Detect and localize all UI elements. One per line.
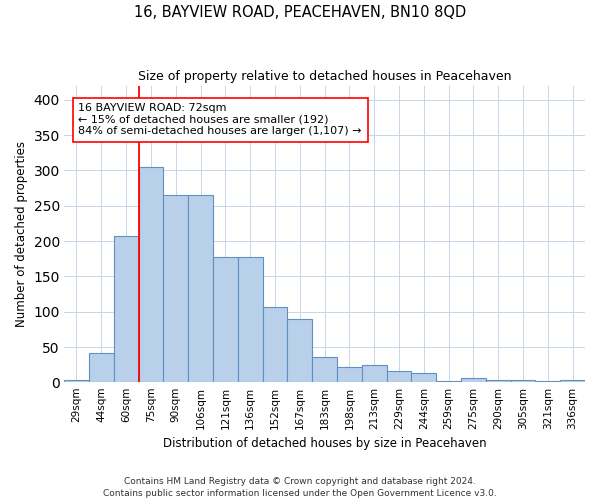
- Bar: [560, 380, 585, 382]
- Text: 16 BAYVIEW ROAD: 72sqm
← 15% of detached houses are smaller (192)
84% of semi-de: 16 BAYVIEW ROAD: 72sqm ← 15% of detached…: [79, 103, 362, 136]
- Bar: [386, 371, 412, 382]
- Bar: [312, 357, 337, 382]
- Bar: [213, 256, 238, 382]
- X-axis label: Distribution of detached houses by size in Peacehaven: Distribution of detached houses by size …: [163, 437, 487, 450]
- Bar: [486, 380, 511, 382]
- Bar: [163, 195, 188, 382]
- Bar: [89, 352, 114, 382]
- Bar: [139, 167, 163, 382]
- Bar: [461, 378, 486, 382]
- Title: Size of property relative to detached houses in Peacehaven: Size of property relative to detached ho…: [138, 70, 511, 83]
- Bar: [287, 319, 312, 382]
- Bar: [337, 367, 362, 382]
- Bar: [188, 195, 213, 382]
- Y-axis label: Number of detached properties: Number of detached properties: [15, 141, 28, 327]
- Bar: [263, 308, 287, 382]
- Bar: [511, 380, 535, 382]
- Bar: [114, 236, 139, 382]
- Text: 16, BAYVIEW ROAD, PEACEHAVEN, BN10 8QD: 16, BAYVIEW ROAD, PEACEHAVEN, BN10 8QD: [134, 5, 466, 20]
- Bar: [436, 381, 461, 382]
- Text: Contains HM Land Registry data © Crown copyright and database right 2024.
Contai: Contains HM Land Registry data © Crown c…: [103, 476, 497, 498]
- Bar: [238, 256, 263, 382]
- Bar: [362, 364, 386, 382]
- Bar: [64, 380, 89, 382]
- Bar: [412, 373, 436, 382]
- Bar: [535, 381, 560, 382]
